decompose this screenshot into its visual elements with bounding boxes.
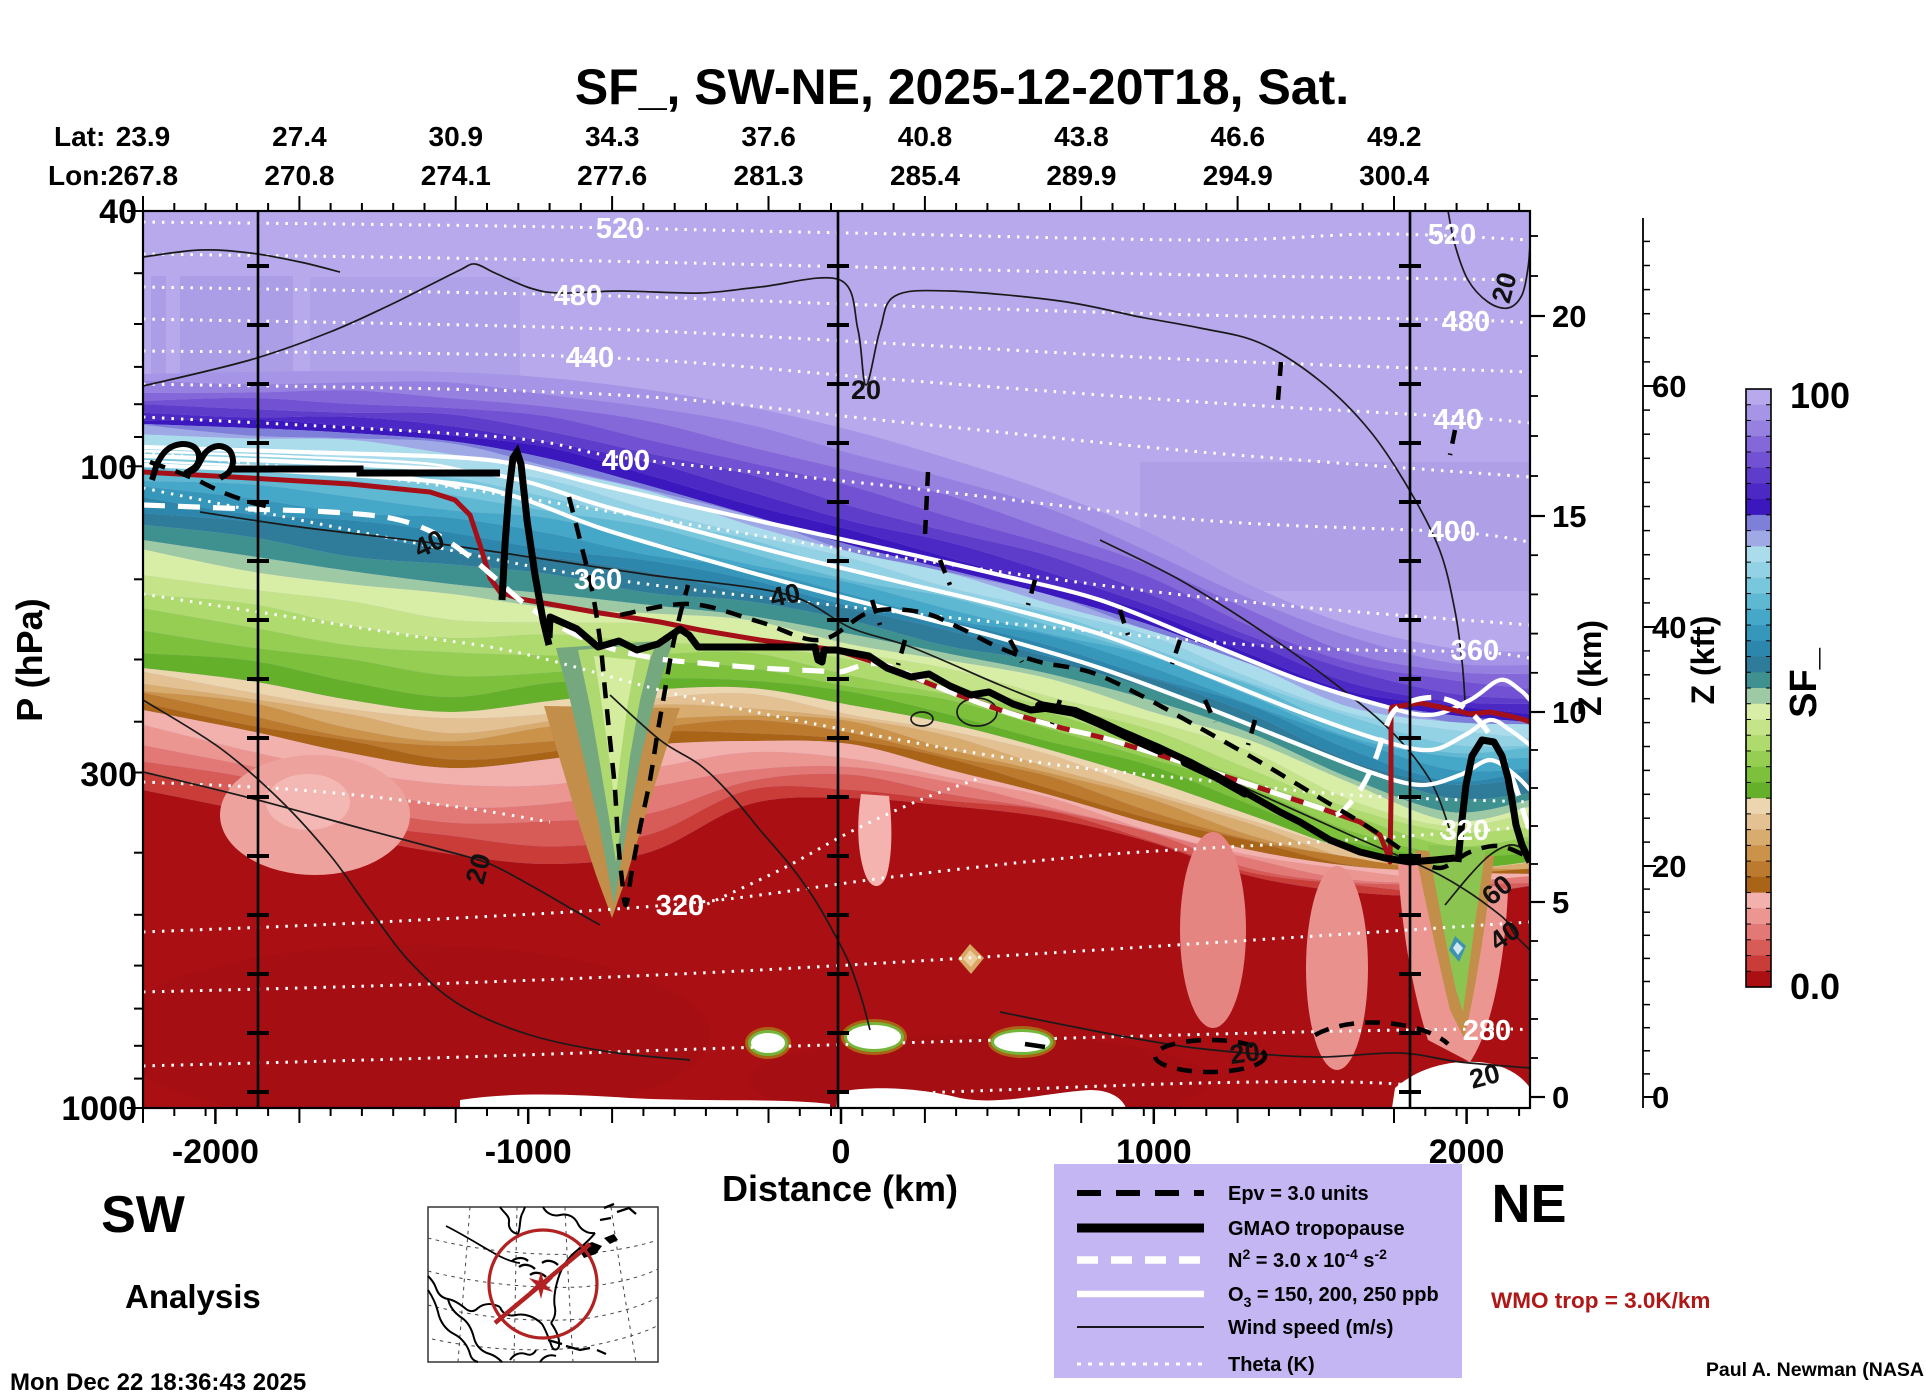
svg-text:480: 480	[1442, 306, 1490, 338]
svg-text:O3 = 150, 200, 250 ppb: O3 = 150, 200, 250 ppb	[1228, 1284, 1439, 1310]
svg-text:NE: NE	[1491, 1174, 1566, 1234]
svg-text:Z (km): Z (km)	[1572, 620, 1608, 716]
svg-text:274.1: 274.1	[421, 160, 491, 191]
svg-text:23.9: 23.9	[116, 121, 171, 152]
svg-text:49.2: 49.2	[1367, 121, 1422, 152]
svg-text:400: 400	[1428, 516, 1476, 548]
svg-text:281.3: 281.3	[734, 160, 804, 191]
svg-text:5: 5	[1552, 885, 1569, 920]
svg-text:Distance (km): Distance (km)	[722, 1168, 958, 1209]
svg-text:360: 360	[574, 564, 622, 596]
svg-text:WMO trop = 3.0K/km: WMO trop = 3.0K/km	[1491, 1288, 1710, 1313]
svg-text:N2 = 3.0 x 10-4 s-2: N2 = 3.0 x 10-4 s-2	[1228, 1246, 1387, 1272]
svg-text:Paul A. Newman (NASA: Paul A. Newman (NASA	[1706, 1359, 1924, 1381]
svg-text:Analysis: Analysis	[125, 1278, 261, 1315]
svg-text:480: 480	[554, 280, 602, 312]
svg-text:-2000: -2000	[172, 1133, 259, 1171]
svg-text:289.9: 289.9	[1046, 160, 1116, 191]
svg-text:2000: 2000	[1429, 1133, 1505, 1171]
svg-text:0: 0	[832, 1133, 851, 1171]
svg-text:294.9: 294.9	[1203, 160, 1273, 191]
svg-text:34.3: 34.3	[585, 121, 640, 152]
svg-text:GMAO tropopause: GMAO tropopause	[1228, 1218, 1405, 1240]
svg-text:30.9: 30.9	[429, 121, 484, 152]
svg-text:60: 60	[1652, 369, 1686, 404]
svg-text:520: 520	[1428, 219, 1476, 251]
svg-text:Lon:: Lon:	[48, 160, 109, 191]
svg-text:320: 320	[1441, 815, 1489, 847]
svg-text:0.0: 0.0	[1790, 966, 1840, 1007]
svg-text:40: 40	[99, 193, 137, 231]
svg-text:Theta (K): Theta (K)	[1228, 1354, 1315, 1376]
svg-text:300: 300	[80, 756, 137, 794]
svg-text:440: 440	[1434, 404, 1482, 436]
svg-text:520: 520	[596, 213, 644, 245]
svg-text:300.4: 300.4	[1359, 160, 1429, 191]
svg-text:P (hPa): P (hPa)	[9, 598, 50, 721]
svg-text:320: 320	[656, 890, 704, 922]
svg-text:285.4: 285.4	[890, 160, 960, 191]
svg-text:280: 280	[1463, 1015, 1511, 1047]
svg-text:270.8: 270.8	[264, 160, 334, 191]
svg-text:1000: 1000	[61, 1090, 137, 1128]
svg-text:440: 440	[566, 342, 614, 374]
svg-text:46.6: 46.6	[1211, 121, 1266, 152]
svg-text:SF_, SW-NE, 2025-12-20T18, Sat: SF_, SW-NE, 2025-12-20T18, Sat.	[575, 59, 1349, 115]
svg-text:Wind speed (m/s): Wind speed (m/s)	[1228, 1317, 1393, 1339]
svg-text:15: 15	[1552, 499, 1586, 534]
svg-text:Epv = 3.0 units: Epv = 3.0 units	[1228, 1183, 1369, 1205]
svg-text:Mon Dec 22 18:36:43 2025: Mon Dec 22 18:36:43 2025	[10, 1369, 306, 1394]
svg-text:360: 360	[1451, 635, 1499, 667]
svg-text:20: 20	[1652, 849, 1686, 884]
svg-text:Z (kft): Z (kft)	[1685, 616, 1721, 705]
svg-text:40: 40	[767, 577, 803, 613]
svg-text:20: 20	[1228, 1036, 1262, 1070]
svg-text:277.6: 277.6	[577, 160, 647, 191]
svg-text:Lat:: Lat:	[54, 121, 105, 152]
svg-text:SW: SW	[101, 1186, 186, 1244]
svg-text:0: 0	[1552, 1080, 1569, 1115]
svg-text:40: 40	[1652, 610, 1686, 645]
svg-text:20: 20	[851, 375, 881, 405]
svg-text:40.8: 40.8	[898, 121, 953, 152]
svg-text:-1000: -1000	[485, 1133, 572, 1171]
svg-text:1000: 1000	[1116, 1133, 1192, 1171]
svg-text:100: 100	[80, 449, 137, 487]
svg-text:43.8: 43.8	[1054, 121, 1109, 152]
svg-text:267.8: 267.8	[108, 160, 178, 191]
svg-text:SF_: SF_	[1783, 647, 1825, 718]
svg-text:400: 400	[602, 445, 650, 477]
svg-text:37.6: 37.6	[741, 121, 796, 152]
svg-text:27.4: 27.4	[272, 121, 327, 152]
svg-text:10: 10	[1552, 695, 1586, 730]
svg-text:100: 100	[1790, 375, 1850, 416]
svg-text:20: 20	[1552, 299, 1586, 334]
svg-text:0: 0	[1652, 1080, 1669, 1115]
